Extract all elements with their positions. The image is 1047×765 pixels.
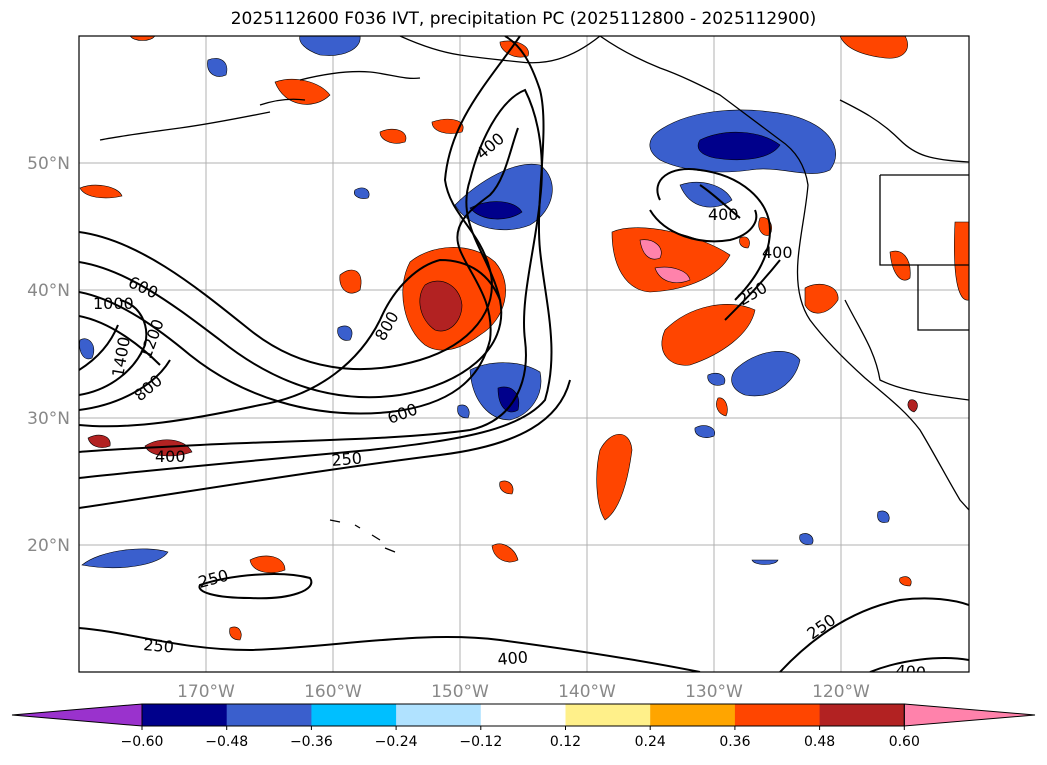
contour-label: 400	[895, 661, 927, 683]
lon-label: 140°W	[558, 682, 616, 702]
contour-label: 250	[143, 635, 175, 657]
colorbar-tick-label: 0.48	[804, 734, 835, 750]
colorbar-tick-label: −0.24	[375, 734, 418, 750]
colorbar-segment	[734, 704, 821, 726]
contour-label: 1000	[93, 294, 134, 313]
lon-label: 170°W	[177, 682, 235, 702]
colorbar-tick-label: −0.12	[459, 734, 502, 750]
colorbar-tick-label: 0.12	[550, 734, 581, 750]
latitude-labels: 50°N 40°N 30°N 20°N	[27, 154, 70, 556]
contour-label: 400	[155, 447, 186, 466]
colorbar-segment	[142, 704, 228, 726]
longitude-labels: 170°W 160°W 150°W 140°W 130°W 120°W	[177, 682, 870, 702]
lat-label: 30°N	[27, 409, 70, 429]
contour-label: 400	[497, 647, 529, 669]
colorbar-tick-label: 0.24	[635, 734, 666, 750]
contour-label: 250	[331, 448, 363, 470]
colorbar-tick-label: −0.48	[205, 734, 248, 750]
colorbar-segment	[565, 704, 651, 726]
lat-label: 50°N	[27, 154, 70, 174]
colorbar-segment	[396, 704, 482, 726]
colorbar-segment	[226, 704, 312, 726]
contour-label: 400	[708, 205, 739, 224]
lat-label: 40°N	[27, 281, 70, 301]
colorbar-segment	[311, 704, 397, 726]
colorbar-tick-label: 0.60	[889, 734, 920, 750]
map-frame	[78, 35, 970, 673]
colorbar-segment	[650, 704, 736, 726]
colorbar-tick-label: −0.36	[290, 734, 333, 750]
colorbar-outline	[141, 703, 905, 727]
colorbar-extend-low	[11, 703, 143, 727]
colorbar	[11, 703, 1036, 727]
precip-negative-areas	[79, 36, 890, 569]
lon-label: 160°W	[304, 682, 362, 702]
colorbar-extend-high	[903, 703, 1036, 727]
lon-label: 120°W	[812, 682, 870, 702]
colorbar-segment	[480, 704, 566, 726]
colorbar-tick-label: −0.60	[121, 734, 164, 750]
contour-label: 400	[762, 243, 793, 262]
precip-positive-areas	[79, 36, 969, 641]
lat-label: 20°N	[27, 536, 70, 556]
lon-label: 130°W	[685, 682, 743, 702]
coastlines	[99, 36, 969, 553]
colorbar-labels: −0.60 −0.48 −0.36 −0.24 −0.12 0.12 0.24 0.36 0.4…	[121, 726, 920, 750]
map-title: 2025112600 F036 IVT, precipitation PC (2…	[230, 9, 817, 29]
lon-label: 150°W	[431, 682, 489, 702]
colorbar-segment	[819, 704, 905, 726]
ivt-contours	[79, 36, 969, 672]
colorbar-tick-label: 0.36	[719, 734, 750, 750]
